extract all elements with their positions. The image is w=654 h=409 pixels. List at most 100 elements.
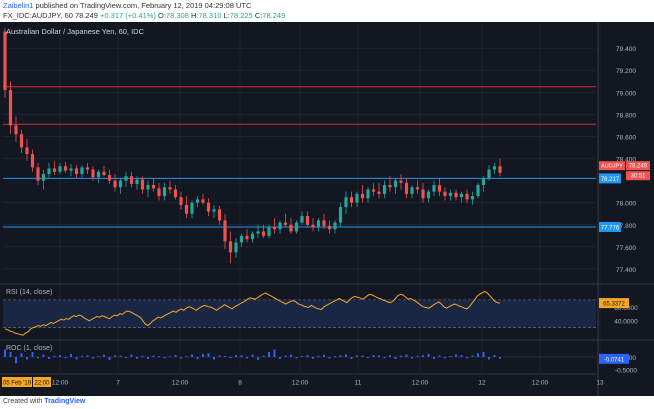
candle-body [129,176,134,184]
candle-body [140,179,145,190]
candle-body [327,225,332,230]
roc-bar [499,357,501,359]
roc-bar [152,355,155,357]
rsi-axis-tick: 40.0000 [614,319,638,326]
roc-bar [383,357,386,359]
candle-body [272,226,277,230]
roc-bar [295,357,298,359]
candle-body [118,180,123,188]
rsi-pane [3,290,596,336]
author-link[interactable]: Zaibelin1 [3,1,34,10]
price-axis-tick: 77.600 [616,245,636,252]
roc-bar [372,355,375,357]
candle-body [333,222,337,230]
roc-bar [455,354,457,357]
roc-bar [218,355,221,357]
roc-bar [136,357,138,359]
candle-body [91,169,95,178]
roc-bar [273,349,276,357]
publish-line: Zaibelin1 published on TradingView.com, … [3,1,251,10]
candle-body [267,226,271,236]
candle-body [217,209,222,221]
roc-bar [378,355,380,357]
tradingview-logo[interactable]: TradingView [44,398,86,405]
time-axis-date-label: 05 Feb '19 [3,381,32,387]
candle-body [415,187,420,190]
candle-body [19,134,24,148]
roc-value-tag-box [599,353,629,364]
roc-bar [202,354,204,357]
candle-body [294,222,299,232]
time-axis-tick: 12:00 [172,380,189,387]
support-price-label: 77.776 [601,225,620,231]
roc-bar [235,355,237,357]
candle-body [74,168,79,174]
last-price: 78.249 [74,11,98,20]
roc-bar [339,355,342,357]
candle-body [300,215,304,223]
roc-bar [257,357,259,360]
roc-bar [9,352,12,357]
candle-body [377,191,381,194]
roc-bar [394,357,397,359]
chart-canvas[interactable]: 79.400 79.200 79.000 78.800 78.600 78.400 78.0… [0,22,654,396]
time-axis-tick: 13 [596,380,604,387]
price-axis-tick: 79.000 [616,90,636,97]
price-tag-box [626,161,650,171]
candle-body [102,171,106,176]
roc-bar [224,356,226,357]
candle-body [179,197,183,205]
candle-body [305,215,310,225]
candle-body [41,173,46,181]
candle-body [256,231,260,234]
candle-body [487,169,491,179]
roc-bar [125,357,127,358]
support-price-tag [599,221,621,232]
price-axis-tick: 78.000 [616,201,636,208]
candle-body [107,175,112,181]
time-axis-tick: 7 [116,380,120,387]
roc-bar [488,357,490,360]
roc-bar [185,355,188,357]
candle-body [14,125,18,135]
candle-body [393,180,398,188]
candle-body [162,187,167,197]
ohlc-l-label: L: [223,11,230,20]
roc-bar [26,357,28,360]
roc-bar [53,355,56,357]
chart-background [0,22,654,396]
candle-body [195,199,200,203]
time-axis-date-badge [2,377,32,387]
candle-body [234,242,238,253]
candle-body [52,168,57,172]
candle-body [151,185,156,189]
candle-body [201,199,205,203]
price-tag: 78.249 [629,164,648,170]
roc-bar [262,355,265,357]
candle-body [184,204,189,214]
candle-body [322,220,326,226]
price-axis-tick: 77.400 [616,267,636,274]
roc-bar [361,355,364,357]
candle-body [228,241,233,253]
price-axis-tick: 79.400 [616,46,636,53]
candle-body [388,185,392,188]
roc-bar [59,355,61,357]
roc-bar [350,357,353,359]
created-with-label: Created with [3,398,43,405]
candle-body [476,185,480,197]
candle-body [80,167,84,174]
symbol-label: FX_IDC:AUDJPY, 60 [3,11,73,20]
candle-body [206,202,211,212]
candle-body [410,187,414,194]
candle-body [311,224,315,227]
price-axis-tick: 78.800 [616,112,636,119]
candle-body [432,185,436,192]
roc-pane-title: ROC (1, close) [6,345,52,352]
roc-bar [191,354,193,357]
roc-bar [427,354,430,357]
rsi-pane-title: RSI (14, close) [6,289,52,296]
roc-bar [334,356,336,357]
publish-info: published on TradingView.com, February 1… [35,1,252,10]
ohlc-c-value: 78.249 [262,11,286,20]
